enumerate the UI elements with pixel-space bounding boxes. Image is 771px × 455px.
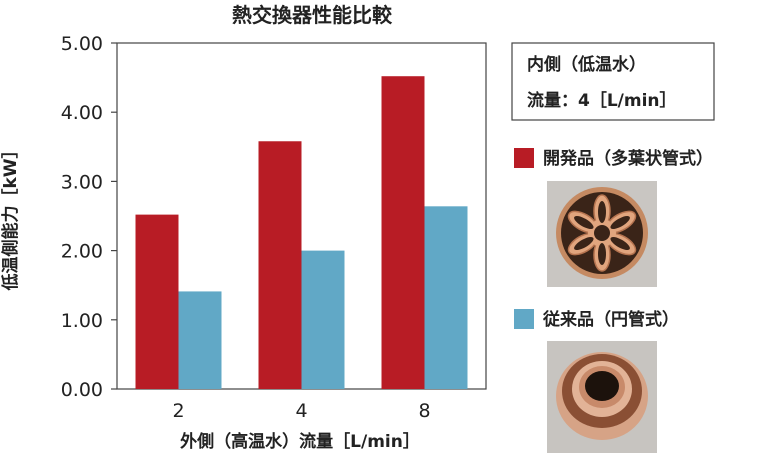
legend-label: 開発品（多葉状管式）: [543, 148, 713, 169]
annotation-line-1: 内側（低温水）: [527, 54, 646, 75]
bar-conventional-4: [301, 250, 345, 389]
y-axis-label: 低温側能力［kW］: [0, 141, 21, 291]
legend-swatch: [514, 148, 534, 168]
legend: 開発品（多葉状管式） 従来品（円管式）: [514, 148, 713, 330]
x-axis-label: 外側（高温水）流量［L/min］: [180, 431, 420, 452]
bar-developed-4: [258, 141, 302, 389]
x-axis-ticks: 2 4 8: [172, 400, 430, 422]
y-tick-label: 0.00: [61, 379, 103, 401]
annotation-box: [511, 42, 715, 121]
x-tick-label: 8: [418, 400, 430, 422]
y-axis-ticks: 0.00 1.00 2.00 3.00 4.00 5.00: [61, 33, 117, 401]
y-tick-label: 4.00: [61, 102, 103, 124]
x-tick-label: 4: [295, 400, 307, 422]
y-tick-label: 2.00: [61, 241, 103, 263]
y-tick-label: 5.00: [61, 33, 103, 55]
y-tick-label: 1.00: [61, 310, 103, 332]
bar-conventional-2: [178, 291, 222, 389]
legend-label: 従来品（円管式）: [542, 309, 679, 330]
bar-developed-8: [381, 76, 425, 389]
bars: [135, 76, 468, 389]
y-tick-label: 3.00: [61, 171, 103, 193]
legend-swatch: [514, 309, 534, 329]
bar-conventional-8: [424, 206, 468, 389]
x-tick-label: 2: [172, 400, 184, 422]
annotation-line-2: 流量：4［L/min］: [527, 90, 677, 111]
conventional-product-photo: [547, 341, 657, 453]
bar-developed-2: [135, 214, 179, 389]
developed-product-photo: [547, 181, 657, 287]
chart-title: 熱交換器性能比較: [232, 3, 393, 27]
